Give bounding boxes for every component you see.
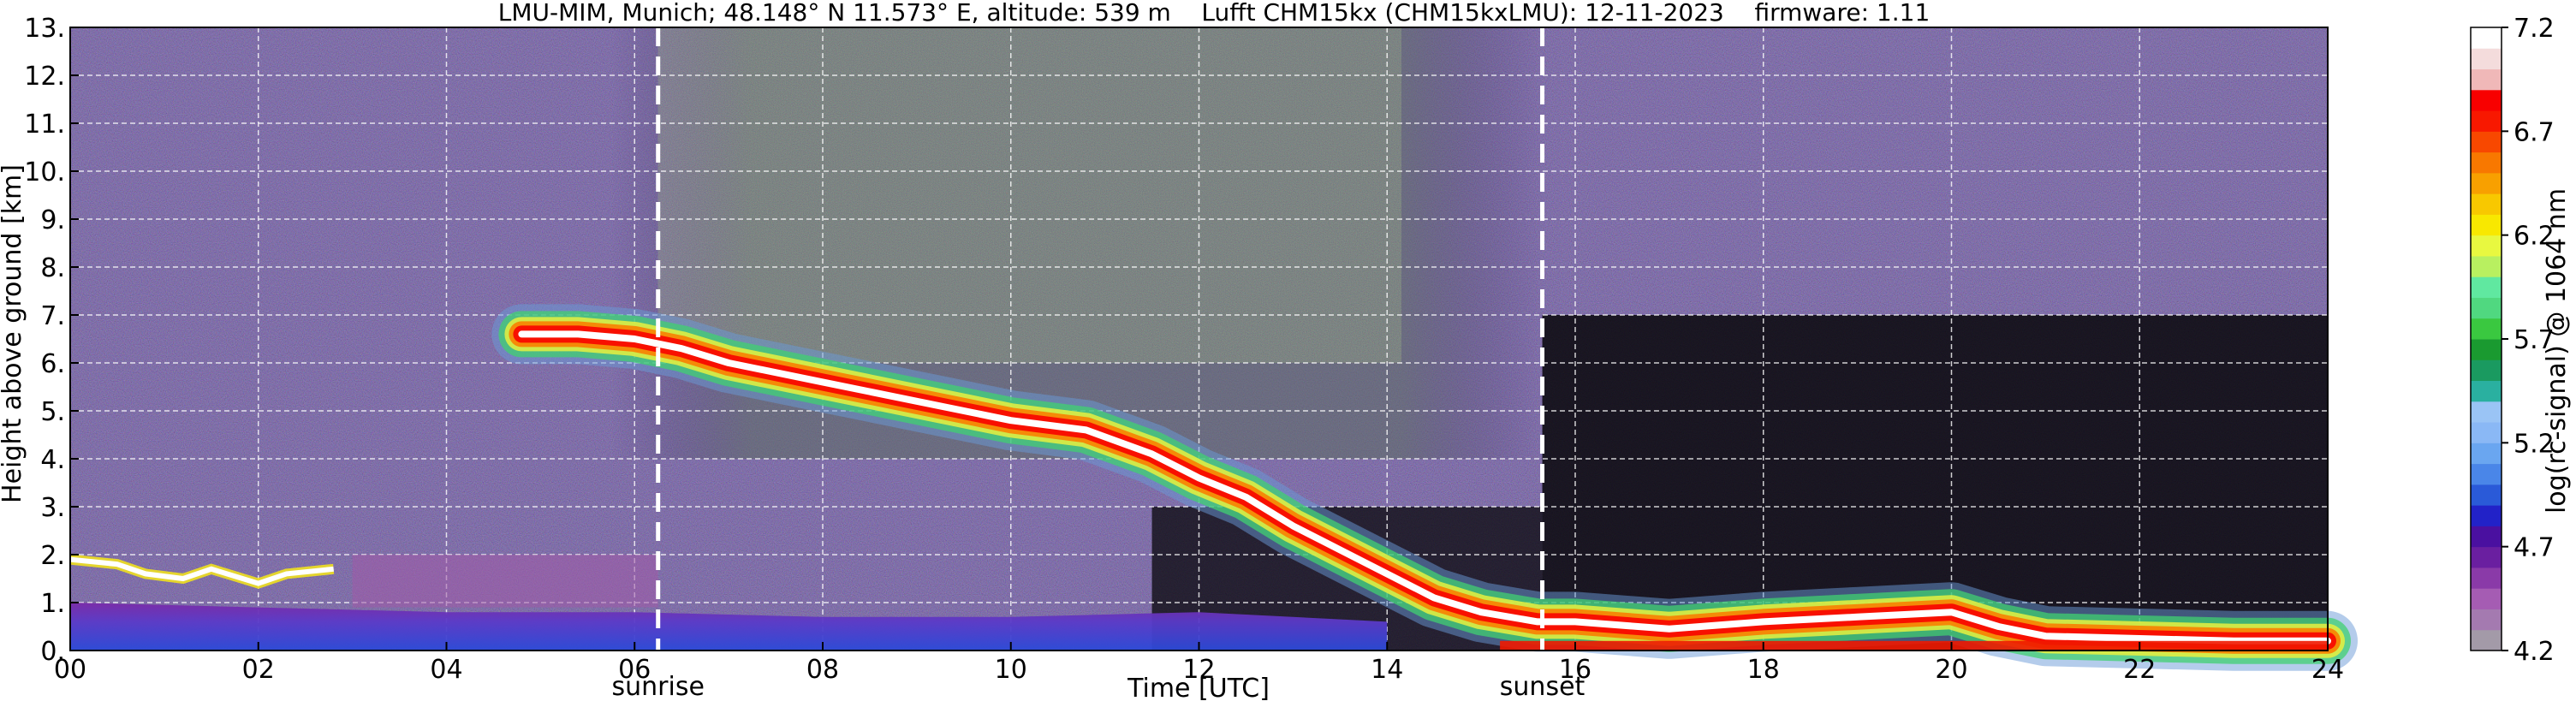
sunset-label: sunset xyxy=(1500,672,1585,702)
colorbar-segment xyxy=(2471,48,2502,70)
colorbar-segment xyxy=(2471,463,2502,485)
colorbar-segment xyxy=(2471,110,2502,132)
colorbar-segment xyxy=(2471,505,2502,526)
data-marks xyxy=(69,27,2358,671)
colorbar-segment xyxy=(2471,152,2502,174)
y-axis-label: Height above ground [km] xyxy=(0,164,27,503)
y-tick-label: 13. xyxy=(24,14,65,44)
colorbar-segment xyxy=(2471,359,2502,382)
colorbar-segment xyxy=(2471,546,2502,568)
colorbar-tick-label: 4.7 xyxy=(2514,533,2555,563)
y-tick-label: 11. xyxy=(24,110,65,140)
colorbar-segment xyxy=(2471,526,2502,548)
colorbar-tick-label: 6.2 xyxy=(2514,222,2555,252)
daytime-noise xyxy=(657,27,1401,363)
surface-layer xyxy=(1500,640,2328,651)
colorbar-segment xyxy=(2471,297,2502,319)
x-tick-label: 08 xyxy=(806,655,839,685)
colorbar-segment xyxy=(2471,629,2502,651)
x-tick-label: 14 xyxy=(1371,655,1403,685)
y-tick-label: 12. xyxy=(24,62,65,92)
y-tick-label: 2. xyxy=(40,541,65,571)
colorbar-segment xyxy=(2471,401,2502,423)
y-tick-label: 5. xyxy=(40,397,65,427)
x-tick-label: 06 xyxy=(618,655,651,685)
x-tick-label: 02 xyxy=(242,655,275,685)
y-tick-label: 4. xyxy=(40,445,65,475)
boundary-layer-top xyxy=(69,556,334,586)
cloud-core xyxy=(518,330,2331,645)
colorbar-segment xyxy=(2471,172,2502,194)
colorbar-segment xyxy=(2471,235,2502,257)
aerosol-haze xyxy=(352,555,658,608)
colorbar-segment xyxy=(2471,276,2502,298)
colorbar-segment xyxy=(2471,422,2502,443)
y-tick-label: 8. xyxy=(40,253,65,283)
colorbar-segment xyxy=(2471,27,2502,49)
colorbar-segment xyxy=(2471,255,2502,277)
colorbar-segment xyxy=(2471,380,2502,402)
colorbar-tick-label: 7.2 xyxy=(2514,14,2555,44)
colorbar-label: log(rc-signal) @ 1064 nm xyxy=(2542,188,2572,514)
x-tick-label: 22 xyxy=(2123,655,2156,685)
colorbar-segment xyxy=(2471,214,2502,236)
colorbar-tick-label: 6.7 xyxy=(2514,117,2555,147)
colorbar-tick-label: 5.2 xyxy=(2514,429,2555,459)
colorbar-tick-label: 5.7 xyxy=(2514,325,2555,355)
grid xyxy=(70,27,2328,651)
x-tick-label: 04 xyxy=(430,655,462,685)
y-tick-label: 9. xyxy=(40,205,65,235)
x-tick-label: 24 xyxy=(2311,655,2344,685)
colorbar-segment xyxy=(2471,193,2502,215)
x-tick-label: 16 xyxy=(1559,655,1591,685)
x-tick-label: 18 xyxy=(1747,655,1780,685)
x-tick-label: 20 xyxy=(1935,655,1967,685)
residual-layer xyxy=(70,603,1388,651)
colorbar: 4.2 4.7 5.2 5.7 6.2 6.7 7.2 xyxy=(2470,14,2555,667)
y-tick-label: 6. xyxy=(40,349,65,379)
chart-title: LMU-MIM, Munich; 48.148° N 11.573° E, al… xyxy=(498,0,1931,27)
colorbar-segment xyxy=(2471,68,2502,91)
colorbar-segment xyxy=(2471,484,2502,506)
x-tick-label: 10 xyxy=(995,655,1027,685)
y-tick-label: 1. xyxy=(40,589,65,619)
colorbar-segment xyxy=(2471,609,2502,631)
y-tick-label: 3. xyxy=(40,493,65,523)
sunrise-label: sunrise xyxy=(612,672,705,702)
x-tick-label: 12 xyxy=(1182,655,1215,685)
colorbar-segment xyxy=(2471,588,2502,609)
colorbar-segment xyxy=(2471,339,2502,360)
colorbar-tick-label: 4.2 xyxy=(2514,637,2555,667)
x-axis-label: Time [UTC] xyxy=(1127,674,1270,704)
colorbar-segment xyxy=(2471,89,2502,111)
y-tick-label: 7. xyxy=(40,301,65,331)
colorbar-segment xyxy=(2471,318,2502,340)
x-tick-label: 00 xyxy=(54,655,86,685)
colorbar-segment xyxy=(2471,443,2502,465)
colorbar-segment xyxy=(2471,567,2502,589)
axes: sunrise sunset 00 02 04 06 08 10 12 14 16 18 20 22 24 0… xyxy=(24,14,2344,702)
y-tick-label: 10. xyxy=(24,157,65,187)
y-tick-label: 0. xyxy=(40,637,65,667)
colorbar-segment xyxy=(2471,131,2502,153)
